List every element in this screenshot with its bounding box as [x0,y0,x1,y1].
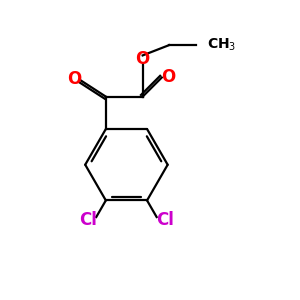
Text: Cl: Cl [156,211,174,229]
Text: Cl: Cl [79,211,97,229]
Text: O: O [67,70,82,88]
Text: CH$_3$: CH$_3$ [207,37,236,53]
Text: O: O [161,68,176,86]
Text: O: O [136,50,150,68]
